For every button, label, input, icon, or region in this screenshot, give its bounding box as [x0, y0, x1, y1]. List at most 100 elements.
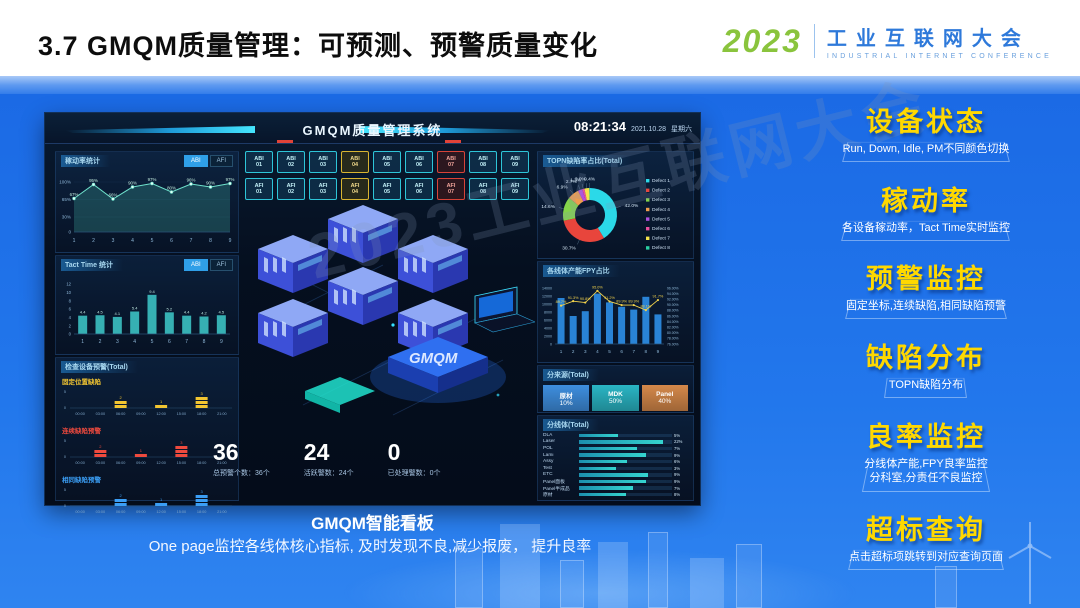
- svg-text:Defect 8: Defect 8: [652, 245, 670, 251]
- toggle-afi[interactable]: AFI: [209, 155, 233, 167]
- equipment-cell-ABI09[interactable]: ABI 09: [501, 151, 529, 173]
- svg-text:5: 5: [64, 439, 66, 443]
- equipment-cell-ABI03[interactable]: ABI 03: [309, 151, 337, 173]
- utilization-toggle: ABI AFI: [183, 155, 233, 167]
- svg-text:8000: 8000: [544, 310, 552, 314]
- equipment-cell-ABI08[interactable]: ABI 08: [469, 151, 497, 173]
- svg-text:67%: 67%: [70, 192, 79, 197]
- svg-text:3: 3: [116, 339, 119, 345]
- equipment-cell-AFI09[interactable]: AFI 09: [501, 178, 529, 200]
- sidebar-item-desc-frame: TOPN缺陷分布: [881, 376, 971, 396]
- conference-logo: 2023 工业互联网大会 INDUSTRIAL INTERNET CONFERE…: [722, 22, 1052, 61]
- svg-text:80.00%: 80.00%: [667, 331, 679, 335]
- equipment-cell-AFI01[interactable]: AFI 01: [245, 178, 273, 200]
- header-wing-left: [65, 126, 255, 133]
- sidebar-item-4: 缺陷分布 TOPN缺陷分布: [795, 336, 1057, 396]
- equipment-cell-AFI06[interactable]: AFI 06: [405, 178, 433, 200]
- svg-text:4.4: 4.4: [80, 310, 86, 315]
- sidebar-item-desc-frame: 分线体产能,FPY良率监控 分科室,分责任不良监控: [856, 455, 995, 490]
- svg-text:1: 1: [160, 497, 163, 502]
- alarm-stat: 0 已处理警数：0个: [387, 439, 441, 478]
- logo-year: 2023: [722, 22, 802, 59]
- source-block-MDK: MDK 50%: [592, 385, 639, 411]
- svg-text:100%: 100%: [59, 180, 71, 185]
- svg-text:4: 4: [596, 349, 599, 354]
- sidebar-item-desc: TOPN缺陷分布: [888, 379, 964, 392]
- svg-text:06:00: 06:00: [116, 412, 126, 416]
- svg-text:91.7%: 91.7%: [653, 295, 664, 299]
- sidebar-item-desc: 固定坐标,连续缺陷,相同缺陷预警: [845, 300, 1007, 313]
- svg-text:12:00: 12:00: [156, 510, 166, 514]
- header-wing-right: [360, 126, 550, 133]
- equipment-cell-AFI04[interactable]: AFI 04: [341, 178, 369, 200]
- svg-text:4: 4: [69, 315, 72, 320]
- svg-text:6: 6: [168, 339, 171, 345]
- line-bar-DLA: DLA 5%: [543, 432, 681, 438]
- line-bar-Laser: Laser 22%: [543, 439, 683, 445]
- svg-text:9: 9: [229, 238, 232, 244]
- svg-text:91.2%: 91.2%: [604, 296, 615, 300]
- svg-text:03:00: 03:00: [96, 461, 106, 465]
- feature-sidebar: 设备状态 Run, Down, Idle, PM不同颜色切换 稼动率 各设备稼动率，T…: [795, 100, 1057, 568]
- svg-text:Defect 2: Defect 2: [652, 188, 670, 194]
- svg-text:96%: 96%: [187, 177, 196, 182]
- svg-text:8: 8: [645, 349, 648, 354]
- svg-text:5: 5: [64, 390, 66, 394]
- equipment-cell-AFI07[interactable]: AFI 07: [437, 178, 465, 200]
- svg-text:15:00: 15:00: [177, 412, 187, 416]
- svg-text:0: 0: [64, 455, 66, 459]
- svg-text:89.9%: 89.9%: [616, 300, 627, 304]
- svg-text:9.4: 9.4: [149, 289, 155, 294]
- equipment-cell-ABI06[interactable]: ABI 06: [405, 151, 433, 173]
- svg-text:18:00: 18:00: [197, 461, 207, 465]
- source-share-panel: 分来源(Total) 原材 10% MDK 50% Panel 40%: [537, 365, 694, 413]
- inspection-warning-title: 检查设备预警(Total): [61, 361, 138, 373]
- svg-text:5: 5: [151, 238, 154, 244]
- svg-text:09:00: 09:00: [136, 510, 146, 514]
- line-bar-原材: 原材 8%: [543, 492, 681, 499]
- equipment-cell-ABI01[interactable]: ABI 01: [245, 151, 273, 173]
- svg-text:2: 2: [99, 339, 102, 345]
- equipment-cell-AFI05[interactable]: AFI 05: [373, 178, 401, 200]
- sidebar-item-desc-frame: Run, Down, Idle, PM不同颜色切换: [835, 140, 1018, 160]
- alarm-stats: 36 总预警个数：36个 24 活跃警数：24个 0 已处理警数：0个: [213, 441, 523, 478]
- by-line-title: 分线体(Total): [543, 419, 599, 431]
- svg-text:03:00: 03:00: [96, 412, 106, 416]
- clock-time: 08:21:34: [573, 119, 626, 134]
- caption-title: GMQM智能看板: [311, 514, 434, 533]
- toggle-abi[interactable]: ABI: [183, 259, 208, 271]
- svg-text:7: 7: [190, 238, 193, 244]
- svg-text:3.0%: 3.0%: [575, 177, 587, 183]
- equipment-cell-ABI04[interactable]: ABI 04: [341, 151, 369, 173]
- svg-text:80%: 80%: [167, 185, 176, 190]
- equipment-cell-ABI05[interactable]: ABI 05: [373, 151, 401, 173]
- equipment-cell-AFI02[interactable]: AFI 02: [277, 178, 305, 200]
- svg-text:90%: 90%: [128, 180, 137, 185]
- logo-name: 工业互联网大会: [826, 28, 1030, 50]
- sidebar-item-desc-frame: 点击超标项跳转到对应查询页面: [841, 548, 1011, 568]
- svg-text:8: 8: [209, 238, 212, 244]
- equipment-cell-AFI08[interactable]: AFI 08: [469, 178, 497, 200]
- svg-text:06:00: 06:00: [116, 510, 126, 514]
- toggle-abi[interactable]: ABI: [183, 155, 208, 167]
- equipment-row: AFI 01 AFI 02 AFI 03 AFI 04 AFI 05 AFI 06 AFI 07 AFI 08…: [245, 178, 531, 200]
- svg-text:Defect 3: Defect 3: [652, 197, 670, 203]
- warning-series-name: 固定位置缺陷: [62, 379, 101, 386]
- svg-text:1: 1: [81, 339, 84, 345]
- utilization-title: 稼动率统计: [61, 155, 110, 167]
- logo-subtitle: INDUSTRIAL INTERNET CONFERENCE: [826, 53, 1052, 60]
- equipment-cell-AFI03[interactable]: AFI 03: [309, 178, 337, 200]
- equipment-cell-ABI02[interactable]: ABI 02: [277, 151, 305, 173]
- caption-text: One page监控各线体核心指标, 及时发现不良,减少报废， 提升良率: [148, 538, 592, 555]
- svg-text:6000: 6000: [544, 318, 552, 322]
- line-bar-ETC: ETC 9%: [543, 472, 681, 478]
- sidebar-item-5: 良率监控 分线体产能,FPY良率监控 分科室,分责任不良监控: [795, 415, 1057, 490]
- sidebar-item-1: 设备状态 Run, Down, Idle, PM不同颜色切换: [795, 100, 1057, 160]
- svg-text:3: 3: [112, 238, 115, 244]
- toggle-afi[interactable]: AFI: [209, 259, 233, 271]
- source-share-blocks: 原材 10% MDK 50% Panel 40%: [538, 382, 693, 414]
- svg-text:97%: 97%: [226, 177, 235, 182]
- sidebar-item-title: 预警监控: [866, 264, 986, 295]
- equipment-cell-ABI07[interactable]: ABI 07: [437, 151, 465, 173]
- svg-text:1: 1: [140, 448, 143, 453]
